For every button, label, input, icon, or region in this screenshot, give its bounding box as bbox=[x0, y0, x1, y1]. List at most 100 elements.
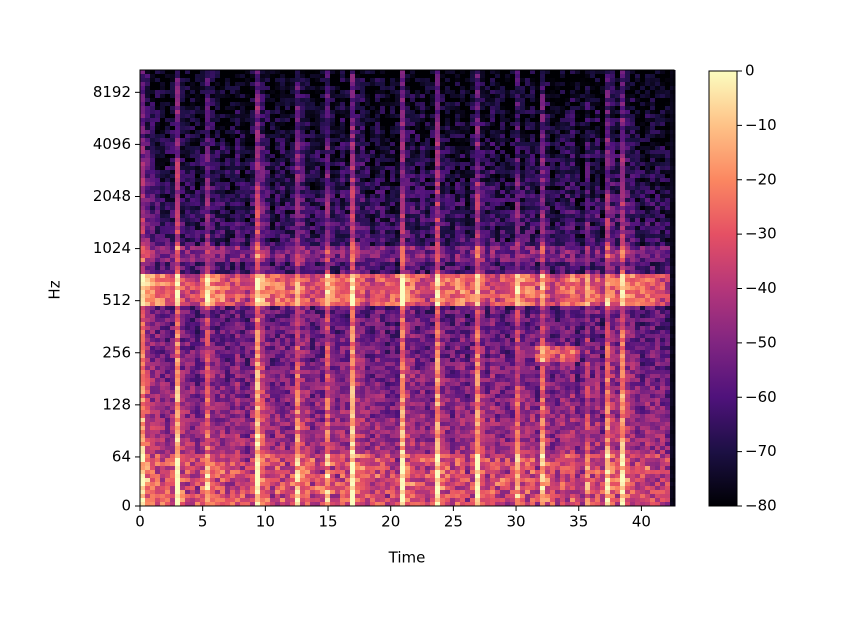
spectrogram-cell bbox=[205, 466, 211, 471]
spectrogram-cell bbox=[240, 486, 246, 491]
spectrogram-cell bbox=[315, 198, 321, 203]
spectrogram-cell bbox=[150, 214, 156, 219]
spectrogram-cell bbox=[175, 306, 181, 311]
spectrogram-cell bbox=[345, 342, 351, 347]
spectrogram-cell bbox=[295, 306, 301, 311]
spectrogram-cell bbox=[295, 242, 301, 247]
spectrogram-cell bbox=[285, 286, 291, 291]
spectrogram-cell bbox=[180, 302, 186, 307]
spectrogram-cell bbox=[190, 266, 196, 271]
spectrogram-cell bbox=[310, 126, 316, 131]
spectrogram-cell bbox=[150, 70, 156, 75]
spectrogram-cell bbox=[255, 86, 261, 91]
spectrogram-cell bbox=[145, 362, 151, 367]
spectrogram-cell bbox=[360, 230, 366, 235]
spectrogram-cell bbox=[340, 250, 346, 255]
spectrogram-cell bbox=[170, 122, 176, 127]
spectrogram-cell bbox=[175, 470, 181, 475]
spectrogram-cell bbox=[265, 474, 271, 479]
spectrogram-cell bbox=[305, 462, 311, 467]
spectrogram-cell bbox=[300, 334, 306, 339]
spectrogram-cell bbox=[170, 362, 176, 367]
spectrogram-cell bbox=[220, 406, 226, 411]
spectrogram-cell bbox=[250, 454, 256, 459]
spectrogram-cell bbox=[360, 410, 366, 415]
spectrogram-cell bbox=[155, 174, 161, 179]
spectrogram-cell bbox=[275, 390, 281, 395]
spectrogram-cell bbox=[360, 150, 366, 155]
spectrogram-cell bbox=[230, 202, 236, 207]
spectrogram-cell bbox=[140, 266, 146, 271]
spectrogram-cell bbox=[305, 86, 311, 91]
spectrogram-cell bbox=[160, 118, 166, 123]
spectrogram-cell bbox=[140, 202, 146, 207]
spectrogram-cell bbox=[305, 74, 311, 79]
spectrogram-cell bbox=[340, 298, 346, 303]
spectrogram-cell bbox=[185, 450, 191, 455]
spectrogram-cell bbox=[235, 430, 241, 435]
spectrogram-cell bbox=[150, 442, 156, 447]
spectrogram-cell bbox=[260, 350, 266, 355]
spectrogram-cell bbox=[185, 406, 191, 411]
spectrogram-cell bbox=[150, 406, 156, 411]
spectrogram-cell bbox=[145, 262, 151, 267]
spectrogram-cell bbox=[265, 290, 271, 295]
spectrogram-cell bbox=[275, 146, 281, 151]
spectrogram-cell bbox=[345, 466, 351, 471]
spectrogram-cell bbox=[160, 190, 166, 195]
spectrogram-cell bbox=[210, 438, 216, 443]
spectrogram-cell bbox=[140, 426, 146, 431]
spectrogram-cell bbox=[350, 394, 356, 399]
spectrogram-cell bbox=[270, 374, 276, 379]
spectrogram-cell bbox=[340, 158, 346, 163]
spectrogram-cell bbox=[330, 394, 336, 399]
spectrogram-cell bbox=[225, 422, 231, 427]
spectrogram-cell bbox=[320, 150, 326, 155]
spectrogram-cell bbox=[150, 186, 156, 191]
spectrogram-cell bbox=[295, 258, 301, 263]
spectrogram-cell bbox=[305, 418, 311, 423]
spectrogram-cell bbox=[225, 90, 231, 95]
spectrogram-cell bbox=[355, 102, 361, 107]
spectrogram-cell bbox=[340, 470, 346, 475]
spectrogram-cell bbox=[265, 366, 271, 371]
spectrogram-cell bbox=[150, 134, 156, 139]
spectrogram-cell bbox=[320, 310, 326, 315]
spectrogram-cell bbox=[275, 186, 281, 191]
spectrogram-cell bbox=[220, 302, 226, 307]
spectrogram-cell bbox=[315, 190, 321, 195]
spectrogram-cell bbox=[290, 450, 296, 455]
spectrogram-cell bbox=[140, 354, 146, 359]
spectrogram-cell bbox=[345, 178, 351, 183]
spectrogram-cell bbox=[145, 190, 151, 195]
spectrogram-cell bbox=[295, 170, 301, 175]
spectrogram-cell bbox=[230, 454, 236, 459]
spectrogram-cell bbox=[175, 442, 181, 447]
spectrogram-cell bbox=[215, 374, 221, 379]
spectrogram-cell bbox=[185, 158, 191, 163]
spectrogram-cell bbox=[245, 354, 251, 359]
spectrogram-cell bbox=[355, 498, 361, 503]
spectrogram-cell bbox=[240, 294, 246, 299]
spectrogram-cell bbox=[265, 310, 271, 315]
spectrogram-cell bbox=[205, 158, 211, 163]
spectrogram-cell bbox=[250, 82, 256, 87]
spectrogram-cell bbox=[270, 218, 276, 223]
spectrogram-cell bbox=[355, 354, 361, 359]
spectrogram-cell bbox=[230, 118, 236, 123]
spectrogram-cell bbox=[330, 298, 336, 303]
spectrogram-cell bbox=[325, 214, 331, 219]
spectrogram-cell bbox=[240, 162, 246, 167]
spectrogram-cell bbox=[345, 126, 351, 131]
spectrogram-cell bbox=[170, 250, 176, 255]
spectrogram-cell bbox=[330, 78, 336, 83]
spectrogram-cell bbox=[270, 462, 276, 467]
spectrogram-cell bbox=[340, 274, 346, 279]
spectrogram-cell bbox=[350, 230, 356, 235]
spectrogram-cell bbox=[195, 290, 201, 295]
spectrogram-cell bbox=[320, 318, 326, 323]
spectrogram-cell bbox=[340, 270, 346, 275]
spectrogram-cell bbox=[310, 418, 316, 423]
spectrogram-cell bbox=[140, 450, 146, 455]
spectrogram-cell bbox=[310, 266, 316, 271]
